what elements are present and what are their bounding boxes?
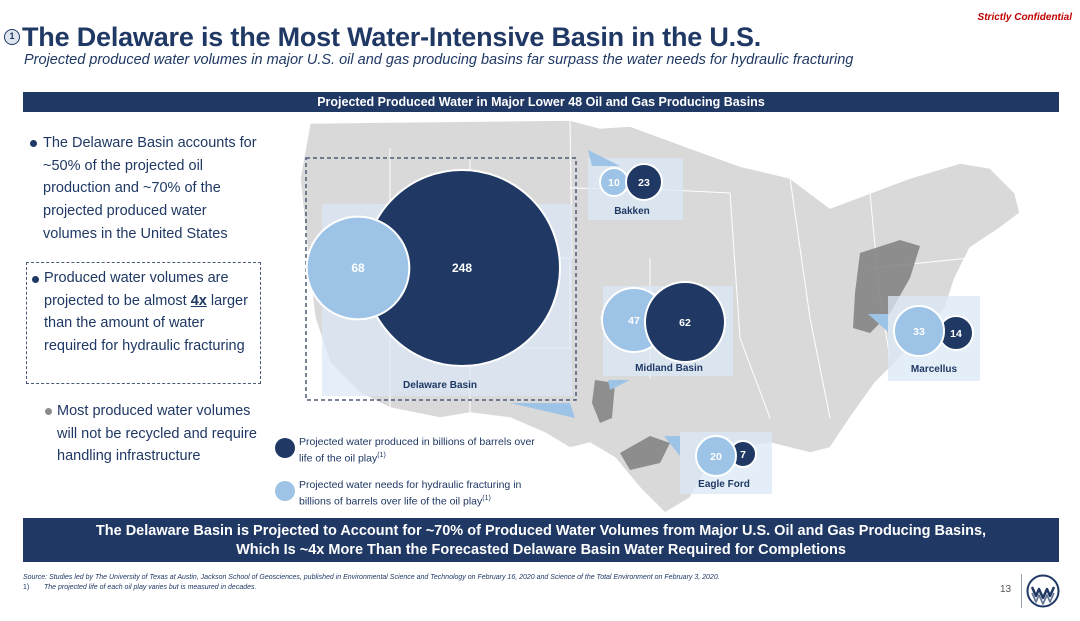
legend-swatch-fracking bbox=[275, 480, 295, 501]
value-label-produced-midland-basin: 62 bbox=[679, 317, 691, 329]
legend-item-produced: Projected water produced in billions of … bbox=[275, 436, 535, 466]
value-label-produced-marcellus: 14 bbox=[950, 328, 962, 340]
us-basin-map: 248 68 Delaware Basin 23 10 Bakken 62 47 Midland… bbox=[270, 118, 1060, 518]
value-label-fracking-marcellus: 33 bbox=[913, 326, 925, 338]
slide-number-badge: 1 bbox=[4, 29, 20, 45]
eagleford-pointer bbox=[664, 436, 680, 456]
basin-label-midland-basin: Midland Basin bbox=[635, 363, 703, 374]
value-label-fracking-delaware-basin: 68 bbox=[351, 261, 365, 275]
value-label-produced-bakken: 23 bbox=[638, 177, 650, 189]
bullet-4x-callout: Produced water volumes are projected to … bbox=[26, 262, 261, 384]
eagle-ford-shade bbox=[620, 436, 670, 470]
bakken-pointer bbox=[588, 150, 620, 166]
basin-label-eagle-ford: Eagle Ford bbox=[698, 479, 750, 490]
basin-label-marcellus: Marcellus bbox=[911, 364, 958, 375]
map-svg: 248 68 Delaware Basin 23 10 Bakken 62 47 Midland… bbox=[299, 119, 1021, 514]
chart-title-banner: Projected Produced Water in Major Lower … bbox=[23, 92, 1059, 112]
appalachian-basin-shade bbox=[853, 240, 920, 333]
midland-pointer bbox=[608, 380, 630, 390]
bubble-fracking-delaware-basin bbox=[305, 215, 411, 321]
bubble-fracking-marcellus bbox=[893, 305, 945, 357]
bubble-fracking-eagle-ford bbox=[695, 435, 737, 477]
legend-label-produced: Projected water produced in billions of … bbox=[299, 436, 535, 465]
bullet-dot-icon bbox=[30, 140, 37, 147]
basin-label-bakken: Bakken bbox=[614, 206, 650, 217]
footer-note: 1) The projected life of each oil play va… bbox=[23, 584, 256, 591]
value-label-produced-delaware-basin: 248 bbox=[452, 261, 472, 275]
footer-source: Source: Studies led by The University of… bbox=[23, 574, 720, 581]
legend-swatch-produced bbox=[275, 438, 295, 458]
bullet-text-post: larger than the amount of water required… bbox=[44, 292, 248, 355]
basin-label-delaware-basin: Delaware Basin bbox=[403, 380, 477, 391]
value-label-fracking-eagle-ford: 20 bbox=[710, 451, 722, 463]
legend-footnote-mark: (1) bbox=[482, 494, 491, 502]
footnote-number: 1) bbox=[23, 584, 30, 591]
value-label-fracking-midland-basin: 47 bbox=[628, 315, 640, 327]
value-label-fracking-bakken: 10 bbox=[608, 177, 620, 189]
bullet-recycling: Most produced water volumes will not be … bbox=[40, 400, 264, 468]
delaware-dashed-outline bbox=[305, 157, 577, 401]
bullet-text: Most produced water volumes will not be … bbox=[57, 403, 257, 465]
conclusion-line-2: Which Is ~4x More Than the Forecasted De… bbox=[236, 542, 846, 558]
bullet-dot-icon bbox=[32, 276, 39, 283]
legend: Projected water produced in billions of … bbox=[275, 436, 535, 521]
bullet-dot-icon bbox=[45, 408, 52, 415]
page-subtitle: Projected produced water volumes in majo… bbox=[24, 52, 854, 68]
permian-basin-shade bbox=[592, 380, 615, 423]
value-label-produced-eagle-ford: 7 bbox=[740, 449, 746, 461]
bubble-produced-midland-basin bbox=[644, 281, 726, 363]
confidential-label: Strictly Confidential bbox=[977, 12, 1072, 23]
legend-label-fracking: Projected water needs for hydraulic frac… bbox=[299, 478, 522, 508]
legend-item-fracking: Projected water needs for hydraulic frac… bbox=[275, 479, 535, 509]
bullet-emphasis: 4x bbox=[190, 292, 207, 309]
footer-divider bbox=[1021, 574, 1022, 608]
delaware-pointer bbox=[510, 403, 575, 418]
bullet-delaware-share: The Delaware Basin accounts for ~50% of … bbox=[26, 132, 262, 246]
company-logo-icon bbox=[1026, 574, 1060, 608]
footnote-text: The projected life of each oil play vari… bbox=[44, 584, 257, 591]
bubble-produced-bakken bbox=[625, 163, 663, 201]
key-points: The Delaware Basin accounts for ~50% of … bbox=[26, 132, 266, 464]
page-title: The Delaware is the Most Water-Intensive… bbox=[22, 22, 762, 52]
marcellus-pointer bbox=[868, 314, 888, 332]
legend-footnote-mark: (1) bbox=[377, 452, 386, 459]
bullet-text: The Delaware Basin accounts for ~50% of … bbox=[43, 135, 257, 242]
page-number: 13 bbox=[1000, 584, 1012, 595]
bubble-layer: 248 68 Delaware Basin 23 10 Bakken 62 47 Midland… bbox=[305, 163, 974, 490]
bullet-text-pre: Produced water volumes are projected to … bbox=[44, 270, 229, 309]
conclusion-banner: The Delaware Basin is Projected to Accou… bbox=[23, 518, 1059, 562]
conclusion-line-1: The Delaware Basin is Projected to Accou… bbox=[95, 523, 987, 539]
